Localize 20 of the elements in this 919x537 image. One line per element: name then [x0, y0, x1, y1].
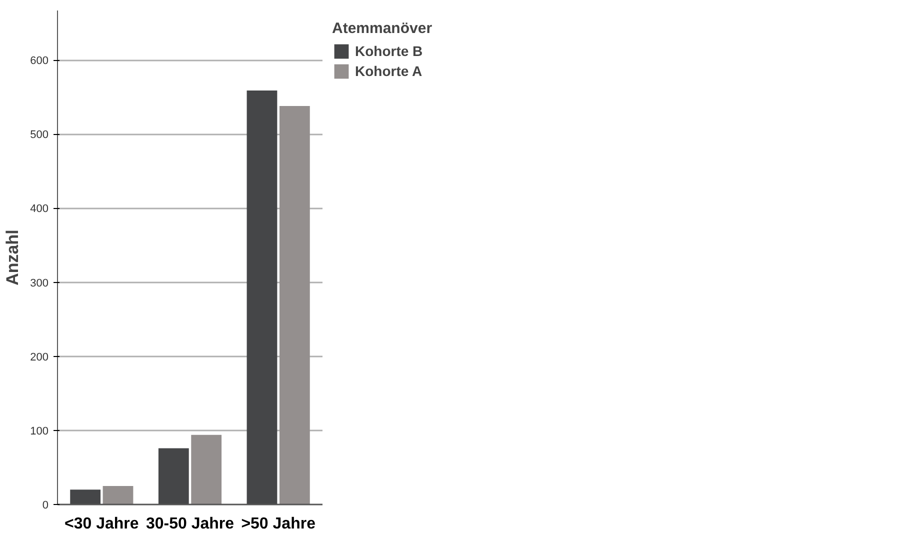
y-axis-title: Anzahl — [3, 230, 22, 286]
legend-label: Kohorte A — [355, 62, 422, 80]
y-tick-label: 200 — [30, 351, 49, 364]
bar — [70, 490, 101, 504]
y-tick-label: 400 — [30, 203, 49, 216]
legend-title: Atemmanöver — [332, 20, 432, 37]
bar — [102, 486, 134, 504]
legend-label: Kohorte B — [355, 42, 423, 60]
x-tick-label: >50 Jahre — [241, 516, 316, 532]
bar — [191, 434, 222, 504]
y-tick-label: 300 — [30, 277, 49, 290]
y-tick-label: 500 — [30, 129, 49, 142]
x-tick-label: 30-50 Jahre — [146, 516, 234, 532]
y-tick-label: 600 — [30, 55, 49, 68]
y-tick-label: 100 — [30, 425, 49, 438]
y-tick-label: 0 — [42, 500, 49, 512]
bar — [158, 448, 189, 504]
bar — [279, 106, 310, 504]
bar — [246, 90, 278, 504]
x-tick-label: <30 Jahre — [64, 516, 139, 532]
